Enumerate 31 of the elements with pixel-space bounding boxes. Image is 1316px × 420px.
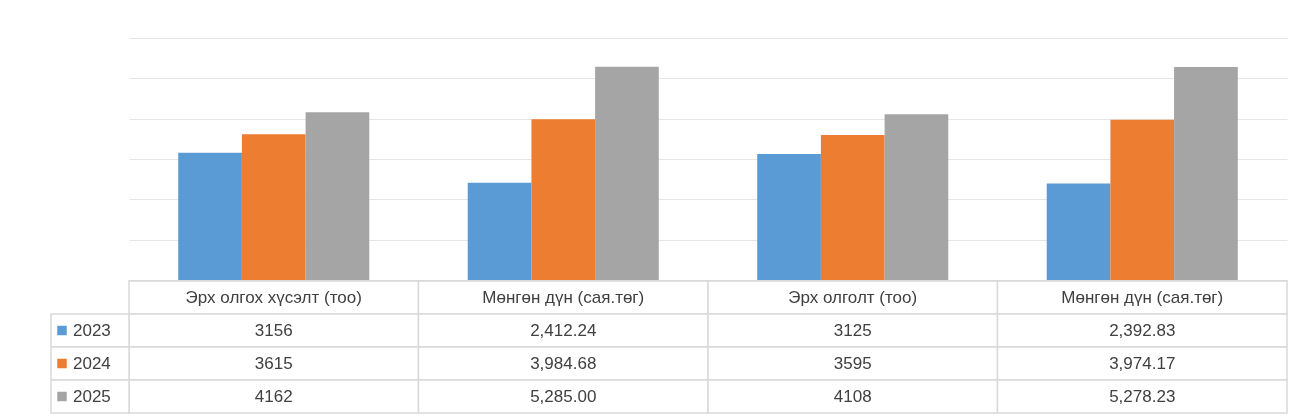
x-tick-label: Эрх олгох хүсэлт (тоо)	[185, 287, 362, 307]
bar	[467, 182, 532, 280]
data-label: 3156	[254, 320, 293, 340]
data-label: 3615	[254, 353, 293, 373]
legend-label: 2025	[73, 386, 111, 406]
data-label: 3595	[833, 353, 872, 373]
data-label: 5,285.00	[530, 386, 597, 406]
legend-label: 2023	[73, 320, 111, 340]
x-tick-label: Мөнгөн дүн (сая.төг)	[482, 287, 645, 307]
bar	[884, 114, 949, 280]
data-label: 2,392.83	[1109, 320, 1176, 340]
bar	[1174, 67, 1238, 280]
bar	[305, 112, 370, 280]
data-label: 4108	[833, 386, 872, 406]
bar	[820, 135, 885, 280]
data-label: 3125	[833, 320, 872, 340]
data-label: 5,278.23	[1109, 386, 1176, 406]
bar	[595, 66, 659, 280]
data-label: 3,984.68	[530, 353, 597, 373]
x-tick-label: Мөнгөн дүн (сая.төг)	[1061, 287, 1224, 307]
bar	[1046, 183, 1111, 280]
data-label: 2,412.24	[530, 320, 597, 340]
bar	[1110, 119, 1175, 280]
data-label: 3,974.17	[1109, 353, 1176, 373]
bar	[531, 119, 596, 280]
bar	[241, 134, 306, 280]
data-label: 4162	[254, 386, 293, 406]
bar	[178, 152, 242, 280]
legend-label: 2024	[73, 353, 111, 373]
x-tick-label: Эрх олголт (тоо)	[788, 287, 918, 307]
bar	[757, 153, 821, 280]
